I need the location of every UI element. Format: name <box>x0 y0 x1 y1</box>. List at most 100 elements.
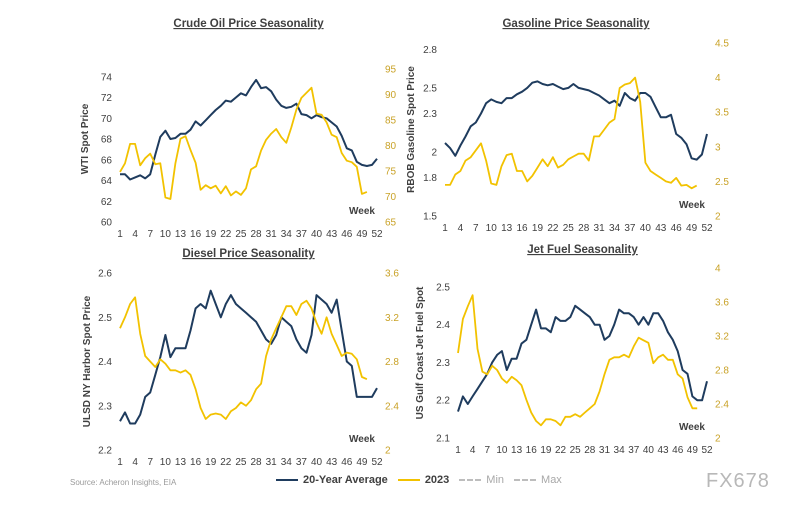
y-axis-label: US Gulf Coast Jet Fuel Spot <box>415 286 426 419</box>
y2-tick-label: 2.4 <box>385 401 399 412</box>
x-tick-label: 4 <box>458 223 464 234</box>
y-tick-label: 2.4 <box>98 357 112 368</box>
x-tick-label: 43 <box>326 457 338 468</box>
y2-tick-label: 2.8 <box>715 366 729 377</box>
y2-tick-label: 2.4 <box>715 400 729 411</box>
x-tick-label: 31 <box>594 223 606 234</box>
x-tick-label: 52 <box>371 457 383 468</box>
x-tick-label: 7 <box>473 223 479 234</box>
x-tick-label: 28 <box>584 445 596 456</box>
x-tick-label: 4 <box>470 445 476 456</box>
x-tick-label: 40 <box>311 457 323 468</box>
y-axis-label: ULSD NY Harbor Spot Price <box>82 295 93 427</box>
watermark-logo: FX678 <box>706 470 770 492</box>
x-tick-label: 31 <box>599 445 611 456</box>
x-tick-label: 49 <box>356 229 368 240</box>
y2-tick-label: 4.5 <box>715 39 729 50</box>
x-tick-label: 10 <box>496 445 508 456</box>
y2-tick-label: 2 <box>715 434 721 445</box>
x-tick-label: 1 <box>455 445 461 456</box>
y-tick-label: 60 <box>101 218 113 229</box>
x-tick-label: 49 <box>356 457 368 468</box>
x-tick-label: 16 <box>526 445 538 456</box>
x-tick-label: 37 <box>628 445 640 456</box>
y-tick-label: 66 <box>101 155 113 166</box>
x-tick-label: 22 <box>555 445 567 456</box>
y2-tick-label: 2.5 <box>715 177 729 188</box>
x-tick-label: 46 <box>341 229 353 240</box>
y-tick-label: 2.4 <box>436 320 450 331</box>
legend-item-min: Min <box>459 474 504 486</box>
y2-tick-label: 90 <box>385 90 397 101</box>
x-tick-label: 52 <box>701 223 713 234</box>
y-tick-label: 72 <box>101 93 113 104</box>
legend-item-max: Max <box>514 474 562 486</box>
x-tick-label: 34 <box>281 229 293 240</box>
x-tick-label: 37 <box>296 229 308 240</box>
x-tick-label: 40 <box>311 229 323 240</box>
y-tick-label: 62 <box>101 197 113 208</box>
legend-label-max: Max <box>541 474 562 486</box>
chart-title: Diesel Price Seasonality <box>182 248 315 260</box>
x-tick-label: 10 <box>160 457 172 468</box>
y-tick-label: 2.5 <box>436 282 450 293</box>
x-tick-label: 1 <box>117 457 123 468</box>
y2-tick-label: 3.6 <box>715 298 729 309</box>
legend-item-2023: 2023 <box>397 474 450 486</box>
legend-label-2023: 2023 <box>424 474 450 486</box>
chart-jet: Jet Fuel Seasonality US Gulf Coast Jet Fu… <box>415 244 729 456</box>
x-tick-label: 13 <box>511 445 523 456</box>
y2-tick-label: 2 <box>385 446 391 457</box>
legend-label-min: Min <box>486 474 505 486</box>
y-tick-label: 2.8 <box>423 45 437 56</box>
x-tick-label: 1 <box>117 229 123 240</box>
x-tick-label: 31 <box>266 229 278 240</box>
x-tick-label: 22 <box>220 229 232 240</box>
y-tick-label: 1.5 <box>423 212 437 223</box>
y2-tick-label: 3.2 <box>715 332 729 343</box>
y2-tick-label: 95 <box>385 64 397 75</box>
x-tick-label: 49 <box>686 223 698 234</box>
y-tick-label: 2.3 <box>98 401 112 412</box>
x-tick-label: 16 <box>190 229 202 240</box>
x-tick-label: 7 <box>147 229 153 240</box>
y2-tick-label: 4 <box>715 73 721 84</box>
x-tick-label: 40 <box>640 223 652 234</box>
y2-tick-label: 65 <box>385 218 397 229</box>
x-tick-label: 43 <box>655 223 667 234</box>
chart-diesel: Diesel Price Seasonality ULSD NY Harbor S… <box>82 248 399 468</box>
x-tick-label: 25 <box>235 229 247 240</box>
y-tick-label: 1.8 <box>423 173 437 184</box>
source-note: Source: Acheron Insights, EIA <box>70 478 177 487</box>
legend-swatch-2023 <box>397 479 420 481</box>
x-tick-label: 7 <box>147 457 153 468</box>
chart-gasoline: Gasoline Price Seasonality RBOB Gasoline … <box>406 18 729 234</box>
legend-swatch-max <box>514 479 537 481</box>
x-tick-label: 37 <box>624 223 636 234</box>
y-tick-label: 2.5 <box>98 313 112 324</box>
x-tick-label: 31 <box>266 457 278 468</box>
y-tick-label: 68 <box>101 135 113 146</box>
x-tick-label: 34 <box>609 223 621 234</box>
chart-title: Crude Oil Price Seasonality <box>173 18 324 30</box>
x-tick-label: 22 <box>220 457 232 468</box>
legend-swatch-avg <box>276 479 298 481</box>
x-tick-label: 28 <box>250 229 262 240</box>
x-tick-label: 10 <box>486 223 498 234</box>
x-tick-label: 19 <box>540 445 552 456</box>
y-tick-label: 2.2 <box>98 446 112 457</box>
y-tick-label: 2.3 <box>423 109 437 120</box>
legend-item-avg: 20-Year Average <box>276 474 388 486</box>
x-tick-label: 25 <box>563 223 575 234</box>
x-tick-label: 46 <box>341 457 353 468</box>
x-tick-label: 19 <box>532 223 544 234</box>
x-tick-label: 34 <box>614 445 626 456</box>
y2-tick-label: 2 <box>715 212 721 223</box>
series-line-2023 <box>457 294 698 427</box>
y2-tick-label: 3.6 <box>385 269 399 280</box>
x-tick-label: 19 <box>205 457 217 468</box>
x-tick-label: 7 <box>485 445 491 456</box>
x-tick-label: 40 <box>643 445 655 456</box>
x-tick-label: 13 <box>175 229 187 240</box>
series-line-20yr-average <box>457 304 708 412</box>
